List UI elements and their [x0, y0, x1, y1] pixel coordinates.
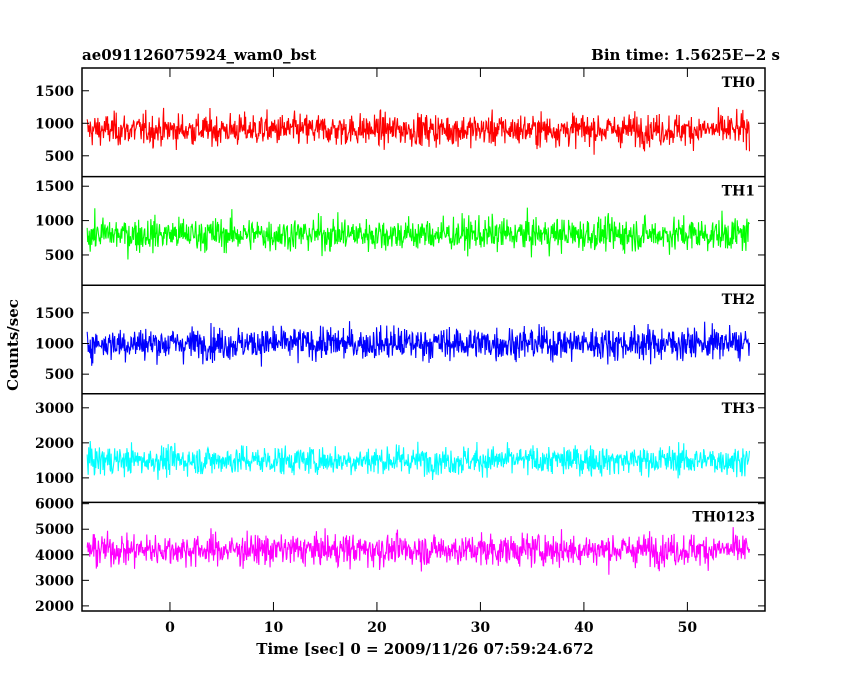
- bin-time-label: Bin time: 1.5625E−2 s: [591, 46, 780, 64]
- y-tick-label-th3: 3000: [35, 401, 74, 417]
- series-line-th3: [86, 440, 751, 481]
- chart-title: ae091126075924_wam0_bst: [82, 46, 316, 64]
- y-tick-label-th2: 1500: [35, 306, 74, 322]
- y-tick-label-th0123: 3000: [35, 573, 74, 589]
- x-axis: 0 10 20 30 40 50: [165, 68, 697, 636]
- panel-label-th0: TH0: [722, 75, 756, 91]
- series-line-th1: [86, 207, 750, 260]
- series-line-th0123: [86, 527, 751, 575]
- y-tick-label-th3: 2000: [35, 436, 74, 452]
- panel-label-th3: TH3: [722, 401, 755, 417]
- series-line-th0: [86, 107, 751, 155]
- y-tick-label-th1: 1500: [35, 179, 74, 195]
- y-tick-label-th1: 1000: [35, 214, 74, 230]
- panel-label-th1: TH1: [722, 184, 755, 200]
- panel-th0123: 2000 3000 4000 5000 6000 TH0123: [35, 497, 765, 615]
- x-tick-label: 50: [678, 620, 698, 636]
- panels-group: 500 1000 1500 TH0 500 1000 1500 TH1 500 1000 1500 T…: [35, 75, 765, 615]
- x-axis-label: Time [sec] 0 = 2009/11/26 07:59:24.672: [256, 640, 593, 658]
- panel-label-th2: TH2: [722, 292, 755, 308]
- panel-th2: 500 1000 1500 TH2: [35, 284, 765, 383]
- y-tick-label-th2: 1000: [35, 336, 74, 352]
- x-tick-label: 20: [367, 620, 387, 636]
- y-tick-label-th2: 500: [45, 367, 74, 383]
- panel-th0: 500 1000 1500 TH0: [35, 75, 765, 165]
- y-tick-label-th0123: 4000: [35, 548, 74, 564]
- y-tick-label-th0123: 2000: [35, 599, 74, 615]
- y-tick-label-th1: 500: [45, 248, 74, 264]
- y-tick-label-th0: 500: [45, 149, 74, 165]
- y-tick-label-th0123: 5000: [35, 522, 74, 538]
- series-line-th2: [86, 321, 751, 367]
- panel-th3: 1000 2000 3000 TH3: [35, 393, 765, 487]
- y-axis-label: Counts/sec: [4, 299, 22, 391]
- panel-th1: 500 1000 1500 TH1: [35, 175, 765, 264]
- plot-frame: [81, 67, 766, 612]
- y-tick-label-th0: 1500: [35, 84, 74, 100]
- x-tick-label: 10: [264, 620, 284, 636]
- panel-label-th0123: TH0123: [692, 509, 755, 525]
- y-tick-label-th3: 1000: [35, 471, 74, 487]
- x-tick-label: 40: [574, 620, 594, 636]
- x-tick-label: 0: [165, 620, 175, 636]
- x-tick-label: 30: [471, 620, 491, 636]
- y-tick-label-th0: 1000: [35, 116, 74, 132]
- y-tick-label-th0123: 6000: [35, 497, 74, 513]
